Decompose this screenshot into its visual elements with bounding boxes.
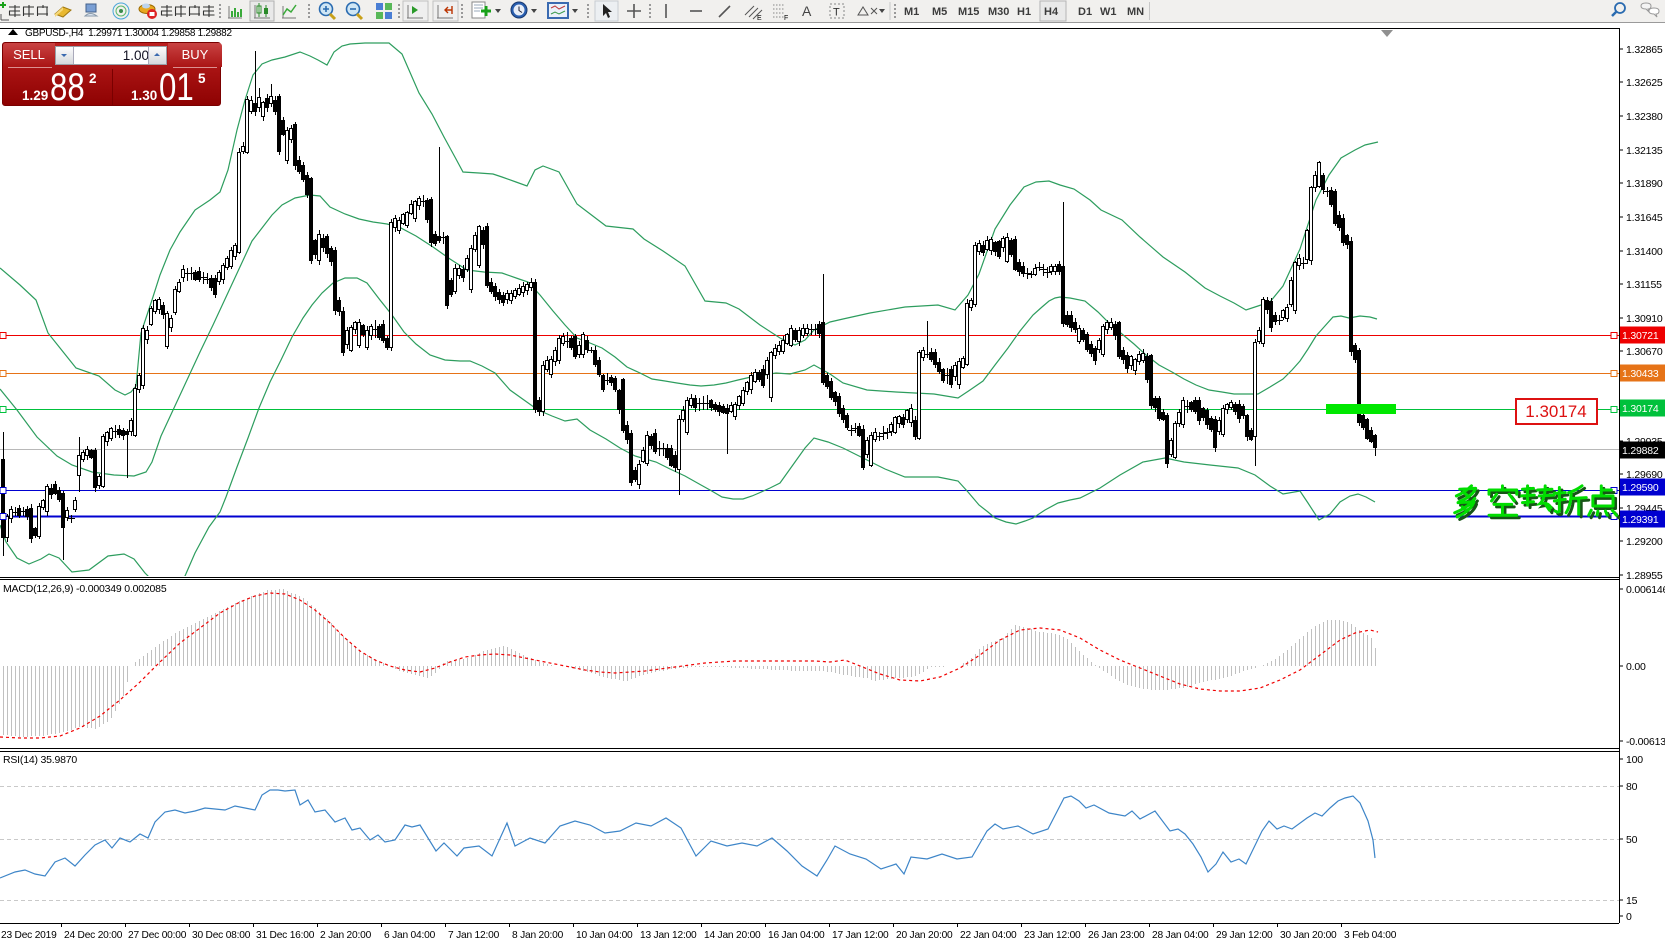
svg-text:1.30910: 1.30910 xyxy=(1626,313,1663,325)
svg-text:1.32865: 1.32865 xyxy=(1626,44,1663,56)
svg-text:1.32625: 1.32625 xyxy=(1626,77,1663,89)
svg-text:1.30670: 1.30670 xyxy=(1626,346,1663,358)
svg-text:1.30433: 1.30433 xyxy=(1622,368,1659,380)
svg-text:24 Dec 20:00: 24 Dec 20:00 xyxy=(64,930,123,941)
svg-text:H4: H4 xyxy=(1044,6,1059,18)
svg-text:1.29391: 1.29391 xyxy=(1622,514,1659,526)
svg-text:M5: M5 xyxy=(932,6,947,18)
svg-text:0: 0 xyxy=(1626,911,1632,923)
svg-text:1.31645: 1.31645 xyxy=(1626,212,1663,224)
svg-text:A: A xyxy=(802,3,812,19)
svg-text:F: F xyxy=(784,15,788,22)
svg-text:1.30174: 1.30174 xyxy=(1525,402,1586,421)
svg-text:23 Jan 12:00: 23 Jan 12:00 xyxy=(1024,930,1081,941)
svg-text:D1: D1 xyxy=(1078,6,1092,18)
svg-text:50: 50 xyxy=(1626,834,1638,846)
svg-text:0.006146: 0.006146 xyxy=(1626,584,1665,596)
svg-text:RSI(14) 35.9870: RSI(14) 35.9870 xyxy=(3,754,77,766)
svg-text:1.32380: 1.32380 xyxy=(1626,111,1663,123)
svg-text:22 Jan 04:00: 22 Jan 04:00 xyxy=(960,930,1017,941)
svg-text:1.29690: 1.29690 xyxy=(1626,469,1663,481)
svg-text:2 Jan 20:00: 2 Jan 20:00 xyxy=(320,930,372,941)
svg-text:1.31400: 1.31400 xyxy=(1626,246,1663,258)
svg-text:M30: M30 xyxy=(988,6,1009,18)
svg-text:1.29882: 1.29882 xyxy=(1622,445,1659,457)
svg-text:M1: M1 xyxy=(904,6,919,18)
svg-text:1.31155: 1.31155 xyxy=(1626,279,1662,291)
svg-text:1.31890: 1.31890 xyxy=(1626,178,1663,190)
svg-text:8 Jan 20:00: 8 Jan 20:00 xyxy=(512,930,564,941)
svg-text:30 Dec 08:00: 30 Dec 08:00 xyxy=(192,930,251,941)
svg-text:1.28955: 1.28955 xyxy=(1626,570,1663,582)
svg-text:26 Jan 23:00: 26 Jan 23:00 xyxy=(1088,930,1145,941)
svg-text:29 Jan 12:00: 29 Jan 12:00 xyxy=(1216,930,1273,941)
svg-text:1.29200: 1.29200 xyxy=(1626,536,1663,548)
svg-text:7 Jan 12:00: 7 Jan 12:00 xyxy=(448,930,500,941)
svg-text:0.00: 0.00 xyxy=(1626,661,1646,673)
svg-text:28 Jan 04:00: 28 Jan 04:00 xyxy=(1152,930,1209,941)
svg-text:31 Dec 16:00: 31 Dec 16:00 xyxy=(256,930,315,941)
svg-text:27 Dec 00:00: 27 Dec 00:00 xyxy=(128,930,187,941)
svg-text:T: T xyxy=(833,7,840,19)
svg-text:13 Jan 12:00: 13 Jan 12:00 xyxy=(640,930,697,941)
svg-text:1.30174: 1.30174 xyxy=(1622,403,1659,415)
svg-text:14 Jan 20:00: 14 Jan 20:00 xyxy=(704,930,761,941)
svg-text:H1: H1 xyxy=(1017,6,1031,18)
svg-text:30 Jan 20:00: 30 Jan 20:00 xyxy=(1280,930,1337,941)
svg-text:GBPUSD-,H4 1.29971 1.30004 1.: GBPUSD-,H4 1.29971 1.30004 1.29858 1.298… xyxy=(25,28,232,39)
svg-text:6 Jan 04:00: 6 Jan 04:00 xyxy=(384,930,436,941)
svg-text:1.32135: 1.32135 xyxy=(1626,145,1663,157)
svg-text:MN: MN xyxy=(1127,6,1144,18)
svg-text:15: 15 xyxy=(1626,895,1638,907)
svg-text:100: 100 xyxy=(1626,754,1643,766)
svg-text:17 Jan 12:00: 17 Jan 12:00 xyxy=(832,930,889,941)
svg-text:1.29590: 1.29590 xyxy=(1622,482,1659,494)
svg-text:23 Dec 2019: 23 Dec 2019 xyxy=(1,930,57,941)
svg-text:MACD(12,26,9) -0.000349 0.0020: MACD(12,26,9) -0.000349 0.002085 xyxy=(3,583,167,595)
svg-text:20 Jan 20:00: 20 Jan 20:00 xyxy=(896,930,953,941)
svg-text:80: 80 xyxy=(1626,781,1638,793)
svg-text:M15: M15 xyxy=(958,6,979,18)
svg-text:1.30721: 1.30721 xyxy=(1622,330,1659,342)
svg-text:16 Jan 04:00: 16 Jan 04:00 xyxy=(768,930,825,941)
svg-text:3 Feb 04:00: 3 Feb 04:00 xyxy=(1344,930,1397,941)
svg-text:E: E xyxy=(757,15,762,22)
svg-text:W1: W1 xyxy=(1100,6,1117,18)
svg-text:10 Jan 04:00: 10 Jan 04:00 xyxy=(576,930,633,941)
svg-text:-0.006138: -0.006138 xyxy=(1626,736,1665,748)
